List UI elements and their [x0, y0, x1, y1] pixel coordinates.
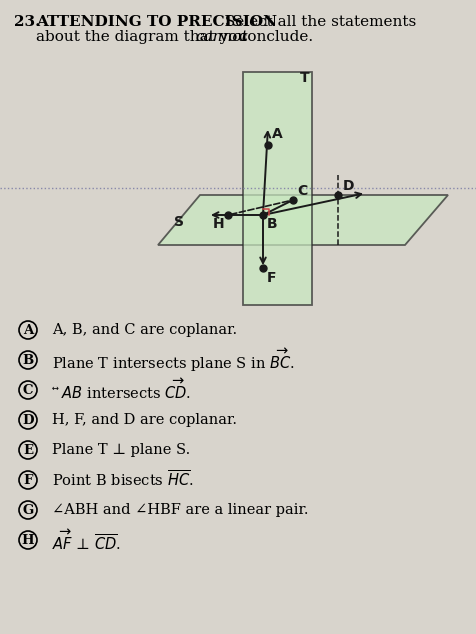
- Text: B: B: [267, 217, 277, 231]
- Text: G: G: [22, 503, 33, 517]
- Text: cannot: cannot: [195, 30, 247, 44]
- Text: B: B: [22, 354, 33, 366]
- Text: ∠ABH and ∠HBF are a linear pair.: ∠ABH and ∠HBF are a linear pair.: [52, 503, 308, 517]
- Text: ATTENDING TO PRECISION: ATTENDING TO PRECISION: [36, 15, 277, 29]
- Text: H: H: [212, 217, 224, 231]
- Text: C: C: [297, 184, 307, 198]
- Text: H, F, and D are coplanar.: H, F, and D are coplanar.: [52, 413, 237, 427]
- Text: F: F: [23, 474, 33, 486]
- Text: Plane T intersects plane S in $\overrightarrow{BC}$.: Plane T intersects plane S in $\overrigh…: [52, 346, 294, 373]
- Polygon shape: [158, 195, 447, 245]
- Text: F: F: [267, 271, 276, 285]
- Text: Select all the statements: Select all the statements: [219, 15, 416, 29]
- Text: about the diagram that you: about the diagram that you: [36, 30, 252, 44]
- Text: D: D: [342, 179, 354, 193]
- Text: $\overleftrightarrow{AB}$ intersects $\overrightarrow{CD}$.: $\overleftrightarrow{AB}$ intersects $\o…: [52, 378, 191, 402]
- Text: 23.: 23.: [14, 15, 40, 29]
- Text: conclude.: conclude.: [234, 30, 312, 44]
- Polygon shape: [242, 72, 311, 305]
- Text: $\overrightarrow{AF}$ ⊥ $\overline{CD}$.: $\overrightarrow{AF}$ ⊥ $\overline{CD}$.: [52, 527, 121, 552]
- Text: C: C: [23, 384, 33, 396]
- Text: D: D: [22, 413, 34, 427]
- Text: E: E: [23, 444, 33, 456]
- Text: A: A: [271, 127, 282, 141]
- Text: A, B, and C are coplanar.: A, B, and C are coplanar.: [52, 323, 237, 337]
- Text: H: H: [21, 533, 34, 547]
- Text: S: S: [174, 215, 184, 229]
- Text: T: T: [299, 71, 309, 85]
- Text: Point B bisects $\overline{HC}$.: Point B bisects $\overline{HC}$.: [52, 470, 193, 490]
- Text: A: A: [23, 323, 33, 337]
- Text: Plane T ⊥ plane S.: Plane T ⊥ plane S.: [52, 443, 190, 457]
